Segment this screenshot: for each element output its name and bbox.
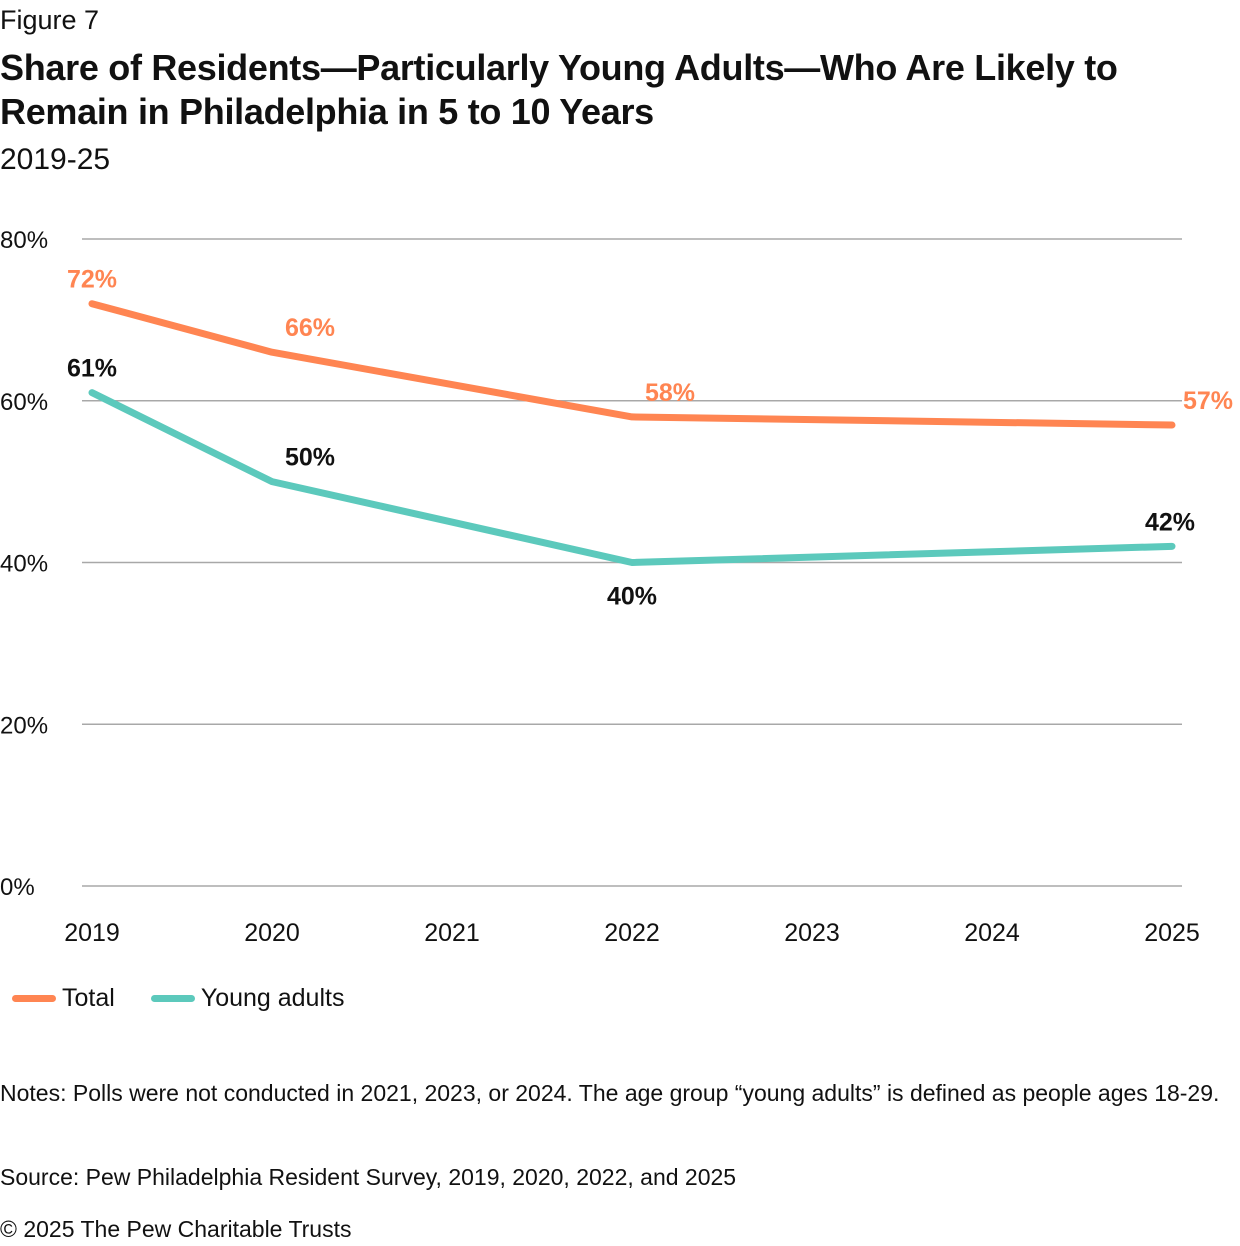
data-label: 61% <box>67 355 117 383</box>
chart-source: Source: Pew Philadelphia Resident Survey… <box>0 1164 737 1190</box>
chart-title: Share of Residents—Particularly Young Ad… <box>0 47 1118 132</box>
copyright: © 2025 The Pew Charitable Trusts <box>0 1216 352 1242</box>
x-tick-label: 2024 <box>964 919 1020 947</box>
data-label: 50% <box>285 444 335 472</box>
data-labels: 72% 66% 58% 57% 61% 50% 40% 42% <box>67 266 1233 611</box>
series-line-young-adults <box>88 389 1176 566</box>
series-lines <box>88 300 1176 566</box>
data-label: 58% <box>645 379 695 407</box>
y-tick-label: 20% <box>0 712 48 739</box>
x-tick-label: 2019 <box>64 919 120 947</box>
x-axis-tick-labels: 2019 2020 2021 2022 2023 2024 2025 <box>64 919 1200 947</box>
legend-swatch-young-adults <box>150 995 195 1002</box>
figure-label: Figure 7 <box>0 5 100 35</box>
data-label: 72% <box>67 266 117 294</box>
chart-notes: Notes: Polls were not conducted in 2021,… <box>0 1080 1220 1106</box>
x-tick-label: 2020 <box>244 919 300 947</box>
y-axis-tick-labels: 0% 20% 40% 60% 80% <box>0 227 48 901</box>
data-label: 42% <box>1145 508 1195 536</box>
series-line-total <box>88 300 1176 429</box>
y-tick-label: 40% <box>0 551 48 578</box>
legend-label-young-adults: Young adults <box>200 984 345 1012</box>
data-label: 57% <box>1183 387 1233 415</box>
y-tick-label: 60% <box>0 389 48 416</box>
y-tick-label: 0% <box>0 874 35 901</box>
y-tick-label: 80% <box>0 227 48 254</box>
legend: Total Young adults <box>12 984 380 1013</box>
x-tick-label: 2021 <box>424 919 480 947</box>
data-label: 40% <box>607 583 657 611</box>
data-label: 66% <box>285 314 335 342</box>
x-tick-label: 2025 <box>1144 919 1200 947</box>
legend-swatch-total <box>12 995 56 1002</box>
x-tick-label: 2023 <box>784 919 840 947</box>
legend-item-young-adults: Young adults <box>150 984 345 1013</box>
legend-item-total: Total <box>12 984 115 1013</box>
legend-label-total: Total <box>62 984 115 1012</box>
chart-subtitle: 2019-25 <box>0 143 111 176</box>
line-chart: 0%20%40%60%80% 2019 2020 2021 2022 2023 2024 2… <box>0 227 1233 947</box>
x-tick-label: 2022 <box>604 919 660 947</box>
